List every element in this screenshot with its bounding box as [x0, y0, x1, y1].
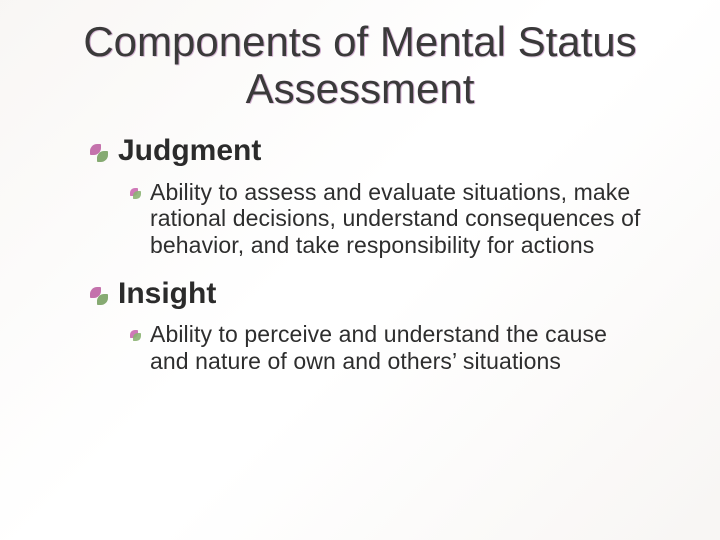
slide-body: Judgment Ability to assess and evaluate … [42, 134, 678, 374]
item-body: Ability to perceive and understand the c… [150, 321, 648, 374]
slide: Components of Mental Status Assessment J… [0, 0, 720, 540]
leaf-bullet-icon [90, 287, 108, 305]
item-heading: Insight [118, 277, 216, 312]
list-item: Insight [90, 277, 648, 312]
item-heading: Judgment [118, 134, 261, 169]
list-item: Ability to perceive and understand the c… [130, 321, 648, 374]
leaf-bullet-icon [90, 144, 108, 162]
leaf-bullet-icon [130, 188, 140, 198]
list-item: Ability to assess and evaluate situation… [130, 179, 648, 259]
slide-title: Components of Mental Status Assessment [42, 18, 678, 134]
item-body: Ability to assess and evaluate situation… [150, 179, 648, 259]
list-item: Judgment [90, 134, 648, 169]
leaf-bullet-icon [130, 330, 140, 340]
